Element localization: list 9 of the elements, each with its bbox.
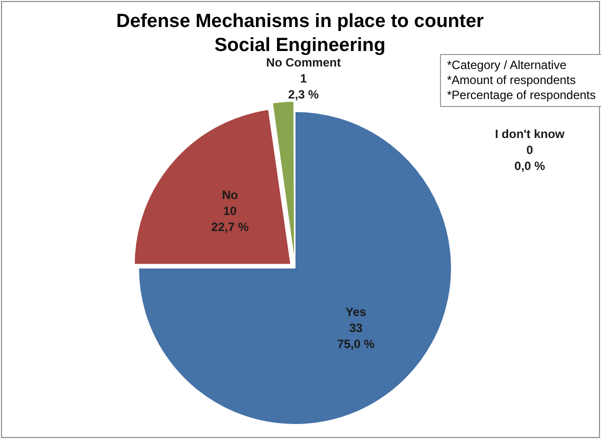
data-label: 33 75,0 % — [337, 321, 375, 352]
text: 0 0,0 % — [514, 142, 546, 173]
text: *Category / Alternative *Amount of respondents *Percentage of respondents — [440, 54, 601, 107]
slice-label: No Comment — [266, 55, 341, 70]
data-label: 10 22,7 % — [211, 204, 249, 234]
data-label: 1 2,3 % — [288, 71, 320, 102]
slice-label: Yes — [346, 305, 367, 320]
slice-label: No — [222, 188, 238, 202]
category-label: I don't know — [494, 126, 565, 141]
